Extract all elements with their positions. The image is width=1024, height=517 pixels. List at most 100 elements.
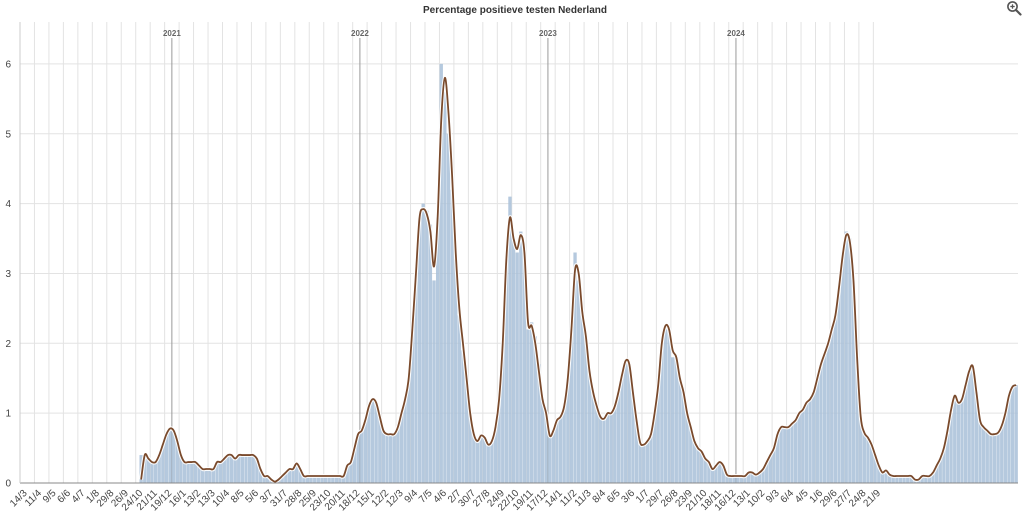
bar	[584, 336, 588, 483]
bar	[949, 413, 953, 483]
bar	[432, 280, 436, 483]
bar	[222, 458, 226, 483]
bar	[157, 455, 161, 483]
bar	[208, 469, 212, 483]
bar	[504, 259, 509, 483]
bar	[768, 455, 772, 483]
bar	[783, 427, 787, 483]
bar	[537, 364, 541, 483]
bar	[179, 455, 183, 483]
bar	[233, 458, 237, 483]
bar	[739, 476, 744, 483]
bar	[945, 434, 950, 483]
bar	[967, 371, 971, 483]
line-series	[139, 75, 1017, 484]
bar	[526, 329, 530, 483]
bar	[519, 231, 523, 483]
bar	[193, 462, 198, 483]
bar	[884, 472, 888, 483]
bar	[1000, 427, 1004, 483]
bar-series	[139, 63, 1018, 484]
bar	[971, 367, 975, 483]
bar	[211, 469, 216, 483]
bar	[674, 357, 678, 483]
bar	[490, 441, 494, 483]
bar	[819, 364, 823, 483]
bar	[801, 409, 805, 483]
bar	[454, 259, 458, 483]
bar	[468, 413, 472, 483]
bar	[403, 399, 407, 483]
bar	[750, 472, 754, 483]
bar	[689, 427, 693, 483]
bar	[533, 336, 537, 483]
y-tick-label: 6	[5, 59, 11, 70]
bar	[392, 434, 396, 483]
bar	[446, 133, 451, 483]
bar	[772, 448, 776, 483]
bar	[555, 420, 559, 483]
bar	[182, 462, 187, 483]
bar	[793, 420, 798, 483]
bar	[341, 476, 346, 483]
bar	[692, 441, 697, 483]
bar	[479, 434, 483, 483]
bar	[985, 430, 989, 483]
bar	[956, 402, 961, 483]
zoom-in-icon[interactable]	[1006, 0, 1022, 16]
y-tick-label: 1	[5, 409, 11, 420]
bar	[765, 462, 769, 483]
bar	[844, 231, 848, 483]
bar	[544, 413, 548, 483]
bar	[645, 441, 650, 483]
bar	[345, 465, 349, 483]
bar	[707, 462, 711, 483]
bar	[576, 280, 581, 483]
bar	[294, 465, 299, 483]
bar	[190, 462, 194, 483]
y-axis-ticks: 0 1 2 3 4 5 6	[5, 59, 11, 489]
bar	[833, 315, 838, 483]
bar	[291, 469, 295, 483]
bar	[996, 434, 1000, 483]
bar	[1014, 385, 1018, 483]
bar	[656, 385, 660, 483]
bar	[703, 458, 707, 483]
bar	[338, 476, 342, 483]
bar	[302, 476, 306, 483]
bar	[906, 476, 910, 483]
bar	[877, 465, 881, 483]
bar	[790, 423, 794, 483]
bar	[334, 476, 339, 483]
bar	[815, 378, 819, 483]
bar	[902, 476, 906, 483]
y-tick-label: 3	[5, 269, 11, 280]
bar	[855, 357, 859, 483]
bar	[204, 469, 208, 483]
bar	[714, 465, 718, 483]
bar	[558, 416, 563, 483]
y-tick-label: 0	[5, 479, 11, 490]
bar	[331, 476, 335, 483]
y-tick-label: 4	[5, 199, 11, 210]
bar	[974, 392, 979, 483]
bar	[280, 476, 284, 483]
year-label: 2021	[163, 29, 181, 38]
bar	[388, 434, 393, 483]
bar	[898, 476, 903, 483]
bar	[417, 217, 422, 484]
bar	[161, 444, 165, 483]
bar	[746, 472, 751, 483]
bar	[410, 329, 414, 483]
y-tick-label: 2	[5, 339, 11, 350]
year-label: 2023	[539, 29, 557, 38]
bar	[743, 476, 747, 483]
bar	[797, 413, 801, 483]
x-tick-label: 21/9	[861, 488, 883, 510]
bar	[830, 329, 834, 483]
bar	[631, 392, 635, 483]
bar	[779, 427, 783, 483]
bar	[942, 448, 946, 483]
bar	[732, 476, 736, 483]
bar	[649, 434, 653, 483]
